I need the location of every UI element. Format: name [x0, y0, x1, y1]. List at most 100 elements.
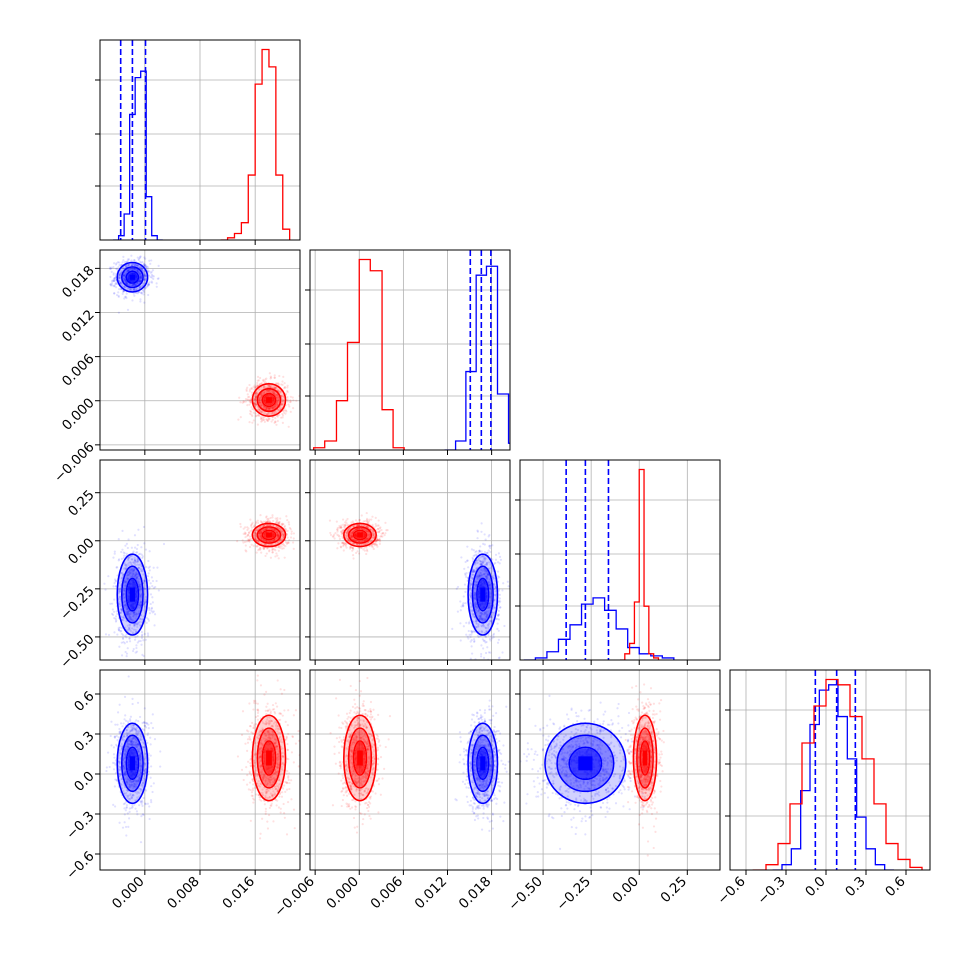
scatter-point — [256, 519, 259, 522]
scatter-point — [140, 277, 143, 280]
scatter-point — [497, 614, 500, 617]
scatter-point — [486, 614, 489, 617]
scatter-point — [125, 640, 129, 643]
scatter-point — [142, 289, 145, 292]
scatter-point — [276, 526, 279, 529]
scatter-point — [258, 401, 261, 405]
scatter-point — [136, 575, 140, 578]
scatter-point — [136, 641, 139, 644]
scatter-point — [120, 557, 123, 561]
scatter-point — [131, 267, 134, 270]
scatter-point — [462, 605, 465, 608]
contour-line-0 — [116, 553, 149, 636]
scatter-point — [147, 266, 150, 269]
scatter-point — [122, 634, 125, 637]
scatter-point — [276, 541, 279, 545]
scatter-point — [273, 386, 277, 389]
scatter-point — [142, 639, 145, 642]
scatter-point — [134, 284, 137, 287]
scatter-point — [133, 612, 136, 615]
scatter-point — [132, 561, 135, 564]
scatter-point — [263, 411, 266, 415]
scatter-point — [239, 522, 242, 526]
scatter-point — [487, 581, 490, 584]
scatter-point — [277, 534, 281, 537]
scatter-point — [242, 541, 245, 544]
scatter-point — [267, 407, 270, 411]
scatter-point — [258, 531, 261, 535]
scatter-point — [138, 272, 141, 276]
scatter-point — [482, 567, 486, 571]
scatter-point — [112, 585, 115, 588]
scatter-point — [275, 530, 278, 533]
scatter-point — [281, 383, 284, 387]
scatter-point — [130, 613, 133, 616]
scatter-point — [114, 580, 117, 583]
scatter-point — [134, 560, 137, 563]
scatter-point — [127, 626, 130, 630]
scatter-point — [261, 393, 264, 396]
scatter-point — [139, 595, 142, 599]
scatter-point — [250, 529, 254, 532]
contour-line-1 — [256, 526, 282, 544]
scatter-point — [151, 269, 155, 272]
scatter-point — [479, 572, 482, 575]
scatter-point — [276, 383, 279, 386]
scatter-point — [254, 395, 257, 398]
scatter-point — [279, 390, 282, 393]
scatter-point — [477, 635, 480, 639]
scatter-point — [145, 565, 148, 569]
scatter-point — [138, 265, 141, 268]
scatter-point — [265, 418, 268, 421]
scatter-point — [474, 619, 477, 622]
scatter-point — [133, 259, 136, 262]
scatter-point — [268, 549, 271, 552]
scatter-point — [268, 550, 271, 553]
scatter-point — [274, 420, 277, 423]
scatter-point — [139, 600, 142, 603]
scatter-point — [273, 539, 276, 542]
scatter-point — [272, 406, 275, 409]
scatter-point — [282, 534, 285, 537]
scatter-point — [128, 564, 131, 567]
scatter-point — [125, 576, 128, 580]
scatter-point — [134, 283, 137, 286]
scatter-point — [257, 540, 260, 543]
scatter-point — [479, 545, 482, 548]
scatter-point — [120, 610, 124, 613]
scatter-point — [477, 574, 480, 577]
scatter-point — [473, 569, 476, 572]
scatter-point — [139, 601, 143, 604]
scatter-point — [282, 532, 285, 535]
scatter-point — [125, 619, 128, 623]
scatter-point — [137, 640, 141, 643]
scatter-point — [138, 587, 141, 591]
scatter-point — [118, 263, 121, 267]
scatter-point — [258, 414, 261, 418]
scatter-point — [131, 573, 134, 576]
scatter-point — [267, 389, 270, 392]
scatter-point — [115, 267, 119, 270]
y-tick-label: 0.25 — [65, 487, 98, 520]
scatter-point — [490, 593, 493, 596]
scatter-point — [126, 610, 130, 613]
scatter-point — [130, 263, 133, 266]
scatter-point — [269, 385, 272, 388]
scatter-point — [267, 517, 270, 521]
scatter-point — [268, 390, 271, 394]
scatter-point — [139, 273, 142, 276]
scatter-point — [148, 550, 151, 553]
scatter-point — [262, 539, 266, 542]
scatter-point — [119, 611, 122, 614]
scatter-point — [132, 573, 135, 576]
scatter-point — [464, 574, 467, 577]
scatter-point — [136, 292, 140, 295]
scatter-point — [281, 402, 284, 406]
scatter-point — [246, 404, 249, 407]
scatter-point — [119, 271, 122, 275]
scatter-point — [139, 604, 142, 607]
scatter-point — [481, 569, 484, 572]
scatter-point — [125, 270, 128, 273]
scatter-point — [470, 631, 474, 634]
scatter-point — [118, 558, 121, 561]
